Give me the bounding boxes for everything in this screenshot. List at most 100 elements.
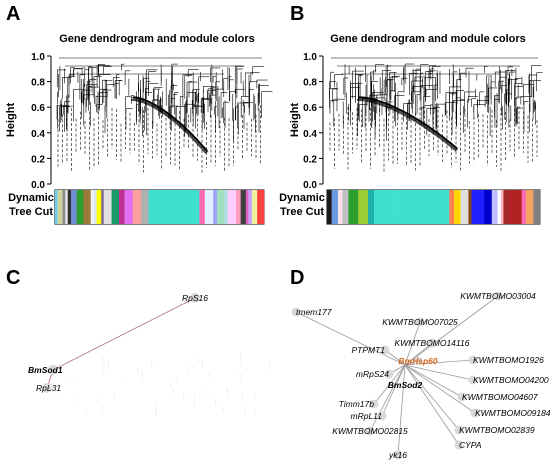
module-color-segment: [204, 190, 214, 224]
y-tick-label: 1.0: [303, 52, 317, 63]
module-color-segment: [224, 190, 228, 224]
panel-a-dendrogram: 1.0 0.8 0.6 0.4 0.2 0.0: [31, 52, 273, 225]
network-node: [415, 317, 425, 327]
module-color-segment: [235, 190, 241, 224]
module-color-segment: [497, 190, 502, 224]
network-node: [42, 383, 52, 393]
y-tick-label: 0.0: [31, 180, 45, 191]
y-tick-label: 0.0: [303, 180, 317, 191]
module-color-segment: [65, 190, 69, 224]
panel-letter-c: C: [6, 267, 21, 289]
module-color-segment: [449, 190, 455, 224]
network-edge: [404, 364, 476, 414]
network-node: [377, 411, 387, 421]
y-tick-label: 0.6: [31, 103, 45, 114]
module-color-segment: [468, 190, 472, 224]
network-node: [468, 375, 478, 385]
network-node: [493, 291, 503, 301]
y-tick-label: 0.8: [31, 78, 45, 89]
network-node-label: KWMTBOMO1926: [473, 355, 544, 365]
network-edge: [404, 321, 421, 366]
module-color-segment: [57, 190, 63, 224]
network-edge: [404, 342, 433, 366]
module-color-segment: [491, 190, 499, 224]
network-node: [468, 355, 478, 365]
module-color-segment: [484, 190, 493, 224]
module-color-segment: [248, 190, 253, 224]
network-node: [365, 426, 375, 436]
module-color-segment: [101, 190, 105, 224]
network-node: [454, 425, 464, 435]
module-color-segment: [245, 190, 249, 224]
module-color-segment: [132, 190, 142, 224]
network-node-label: CYPA: [459, 440, 482, 450]
cluster-curve-thick: [357, 97, 459, 152]
module-color-segment: [55, 190, 58, 224]
module-color-segment: [521, 190, 527, 224]
panel-b-colorbar-label-2: Tree Cut: [280, 206, 324, 218]
network-node-label: PTPMT1: [351, 345, 385, 355]
panel-d-network: tmem177 KWMTBOMO03004 KWMTBOMO07025 KWMTBOM…: [291, 291, 550, 460]
network-edge: [404, 364, 474, 381]
panel-a-colorbar-label-1: Dynamic: [8, 192, 54, 204]
network-node-label: BmSod1: [28, 365, 63, 375]
panel-letter-a: A: [6, 3, 21, 25]
network-node: [48, 365, 58, 375]
network-node-label: Timm17b: [339, 399, 375, 409]
module-color-segment: [216, 190, 225, 224]
network-node-label: BmHsp60: [398, 356, 437, 366]
module-color-segment: [471, 190, 485, 224]
module-color-segment: [103, 190, 112, 224]
panel-b-dendrogram: 1.0 0.8 0.6 0.4 0.2 0.0: [303, 52, 543, 225]
network-node-label: RpS16: [182, 293, 208, 303]
panel-a-ylabel: Height: [5, 103, 17, 138]
network-node-label: KWMTBOMO07025: [382, 317, 458, 327]
network-node-label: KWMTBOMO04200: [473, 375, 549, 385]
dendrogram-branches: [56, 57, 273, 173]
panel-b-ylabel: Height: [289, 103, 301, 138]
module-color-segment: [509, 190, 523, 224]
y-tick-label: 0.8: [303, 78, 317, 89]
network-edge: [404, 364, 460, 431]
panel-b-title: Gene dendrogram and module colors: [330, 33, 526, 45]
module-color-segment: [331, 190, 339, 224]
network-node-label: KWMTBOMO14116: [395, 338, 470, 348]
module-color-segment: [83, 190, 92, 224]
network-node: [393, 450, 403, 460]
network-node-label: KWMTBOMO09184: [475, 408, 550, 418]
module-color-segment: [348, 190, 359, 224]
network-edge: [369, 364, 406, 432]
module-color-segment: [525, 190, 534, 224]
module-color-segment: [124, 190, 134, 224]
module-color-segment: [503, 190, 510, 224]
module-color-segment: [119, 190, 125, 224]
y-tick-label: 0.6: [303, 103, 317, 114]
panel-letter-d: D: [290, 267, 305, 289]
module-color-segment: [257, 190, 265, 224]
network-node: [190, 293, 200, 303]
module-color-segment: [424, 190, 450, 224]
network-node-label: KWMTBOMO04607: [462, 392, 538, 402]
panel-b-colorbar-label-1: Dynamic: [279, 192, 325, 204]
module-color-segment: [251, 190, 258, 224]
module-color-segment: [338, 190, 343, 224]
module-color-segment: [111, 190, 120, 224]
network-edge: [404, 295, 499, 366]
network-node-label: mRpL11: [351, 411, 383, 421]
module-color-segment: [373, 190, 400, 224]
network-node: [457, 392, 467, 402]
network-node: [454, 440, 464, 450]
module-color-segment: [358, 190, 369, 224]
module-color-segment: [213, 190, 218, 224]
network-node: [369, 399, 379, 409]
network-node-label: KWMTBOMO03004: [460, 291, 536, 301]
module-color-segment: [96, 190, 102, 224]
panel-a-title: Gene dendrogram and module colors: [59, 33, 255, 45]
y-tick-label: 0.4: [31, 129, 45, 140]
network-edge: [404, 364, 460, 446]
network-edge: [373, 364, 406, 405]
network-node-label: BmSod2: [388, 380, 423, 390]
y-tick-label: 1.0: [31, 52, 45, 63]
network-edge: [295, 311, 406, 366]
